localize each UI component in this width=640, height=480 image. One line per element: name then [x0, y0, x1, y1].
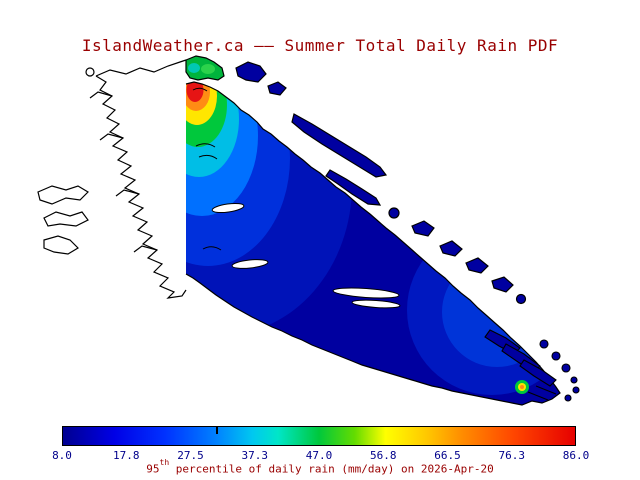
- strait-island-8: [515, 293, 527, 305]
- mainland-coastline: [85, 59, 187, 299]
- gulf-island-3: [519, 359, 557, 387]
- lake-3: [332, 287, 400, 299]
- tiny-island-nw: [85, 67, 95, 77]
- gulf-islet-2: [551, 351, 561, 361]
- colorbar-tick-labels: 8.0 17.8 27.5 37.3 47.0 56.8 66.5 76.3 8…: [52, 449, 589, 462]
- fjord-inlet-3: [115, 189, 140, 197]
- west-coast-line: [95, 75, 187, 299]
- offshore-island-3: [43, 235, 79, 255]
- gulf-islet-3: [561, 363, 571, 373]
- gulf-islands-cluster: [484, 329, 580, 402]
- island-coastline-stroke: [185, 81, 561, 406]
- colorbar-tick-17-8: 17.8: [113, 449, 140, 462]
- strait-island-2: [267, 81, 287, 96]
- gulf-islet-5: [564, 394, 572, 402]
- north-coast-line: [95, 59, 187, 77]
- strait-island-1: [235, 61, 267, 83]
- strait-island-long-2: [325, 169, 382, 206]
- plot-title: IslandWeather.ca —— Summer Total Daily R…: [81, 36, 559, 55]
- colorbar-tick-47-0: 47.0: [305, 449, 333, 462]
- colorbar-tick-76-3: 76.3: [498, 449, 526, 462]
- inlet-squiggle-1: [195, 143, 216, 148]
- fjord-inlet-1: [89, 91, 113, 99]
- east-light-band-inner: [442, 257, 552, 367]
- lakes-and-inlets: [192, 87, 401, 309]
- colorbar-tick-37-3: 37.3: [241, 449, 269, 462]
- fjord-inlet-4: [133, 245, 158, 253]
- lake-2: [231, 259, 269, 269]
- strait-islands: [235, 61, 527, 305]
- lake-1: [211, 202, 245, 214]
- fjord-inlet-2: [99, 133, 124, 141]
- strait-island-5: [439, 240, 463, 257]
- caption-text: percentile of daily rain (mm/day) on 202…: [169, 462, 494, 476]
- offshore-island-1: [37, 185, 89, 205]
- east-light-band-outer: [407, 225, 560, 395]
- colorbar-tick-27-5: 27.5: [177, 449, 204, 462]
- tip-channel-2: [527, 391, 549, 401]
- gulf-islet-4: [570, 376, 578, 384]
- colorbar-tick-8-0: 8.0: [52, 449, 72, 462]
- offshore-island-2: [43, 211, 89, 227]
- strait-island-3: [388, 207, 400, 219]
- hotspot-core-red: [186, 82, 204, 102]
- se-mini-hotspot-orange: [520, 385, 524, 389]
- strait-island-6: [465, 257, 489, 274]
- tip-channel-1: [535, 385, 557, 395]
- north-patch-bright-spot: [201, 64, 215, 74]
- colorbar-tick-56-8: 56.8: [370, 449, 397, 462]
- lake-4: [351, 299, 401, 309]
- offshore-islands-west: [37, 185, 89, 255]
- colorbar: [62, 426, 576, 446]
- north-patch-teal-spot: [188, 63, 200, 73]
- north-data-patch: [185, 55, 225, 81]
- caption-number: 95: [146, 462, 160, 476]
- colorbar-tick-66-5: 66.5: [434, 449, 461, 462]
- strait-island-long-1: [291, 113, 388, 178]
- caption-superscript: th: [159, 458, 170, 467]
- inlet-squiggle-4: [192, 87, 208, 92]
- inlet-squiggle-3: [202, 246, 222, 251]
- colorbar-caption: 95th percentile of daily rain (mm/day) o…: [0, 458, 640, 476]
- gulf-islet-1: [539, 339, 549, 349]
- gulf-islet-6: [572, 386, 580, 394]
- colorbar-marker-tick: [215, 427, 218, 434]
- colorbar-tick-86-0: 86.0: [562, 449, 590, 462]
- colorbar-gradient: [63, 427, 575, 445]
- strait-island-7: [491, 276, 514, 293]
- inlet-squiggle-2: [198, 154, 218, 160]
- strait-island-4: [411, 220, 435, 237]
